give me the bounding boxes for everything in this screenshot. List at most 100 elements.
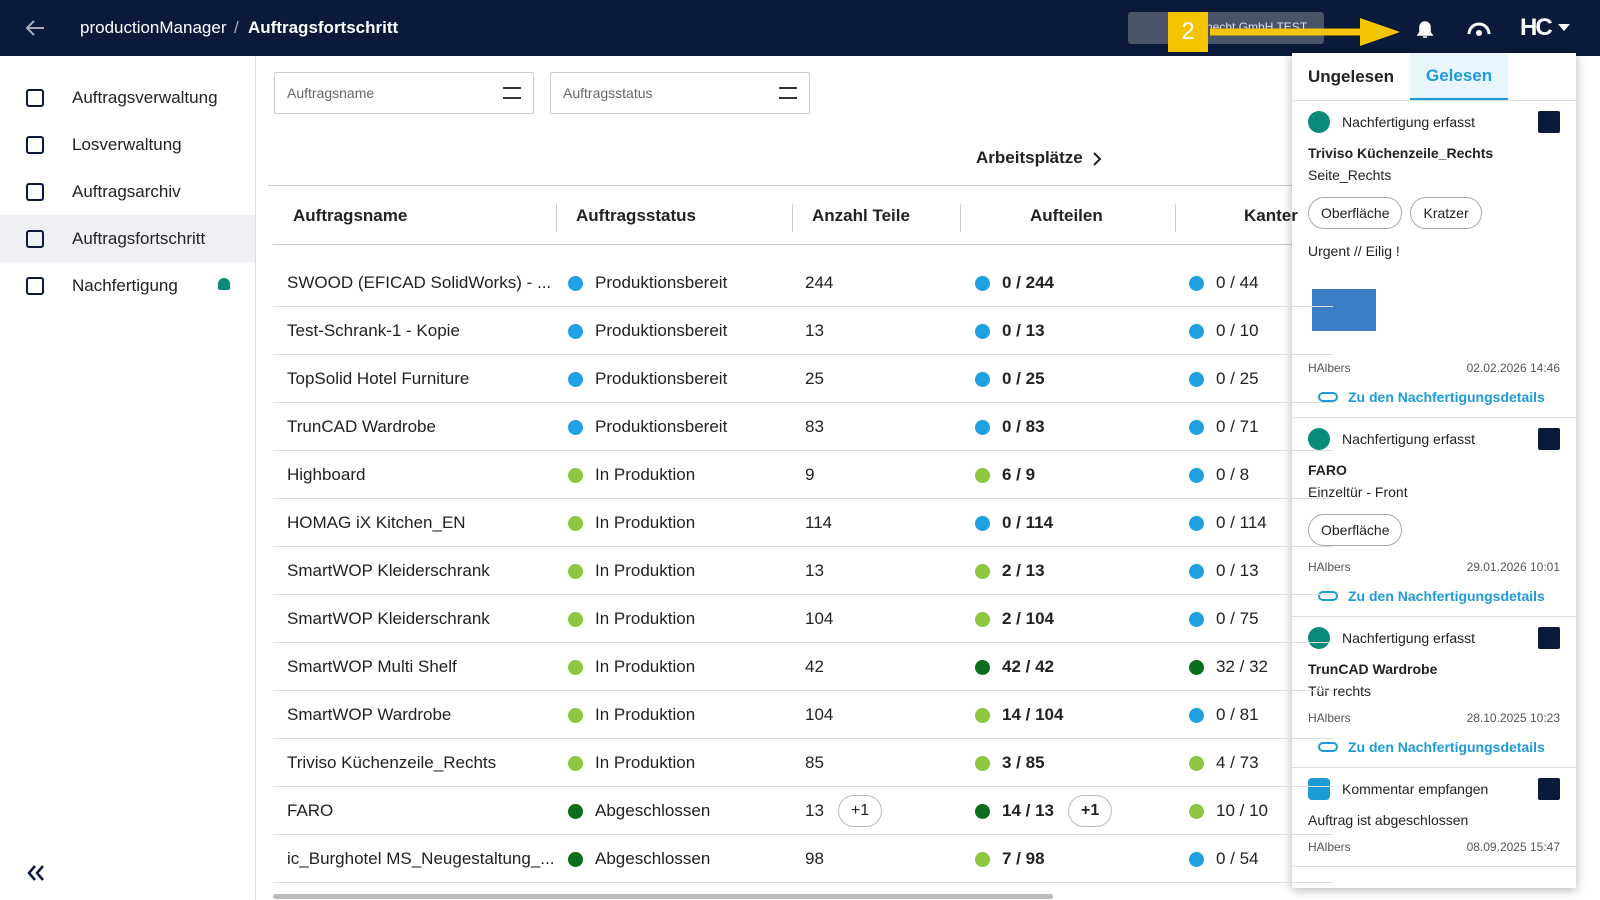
table-row[interactable]: SWOOD (EFICAD SolidWorks) - ...Produktio… xyxy=(273,259,1333,307)
breadcrumb-app[interactable]: productionManager xyxy=(80,18,226,38)
table-row[interactable]: SmartWOP KleiderschrankIn Produktion132 … xyxy=(273,547,1333,595)
sidebar-item[interactable]: Auftragsverwaltung xyxy=(0,74,255,121)
back-button[interactable] xyxy=(24,18,46,38)
cell-text: 0 / 10 xyxy=(1216,321,1259,341)
status-cell: 10 / 10 xyxy=(1189,787,1268,835)
table-row[interactable]: TrunCAD WardrobeProduktionsbereit830 / 8… xyxy=(273,403,1333,451)
table-row[interactable]: TopSolid Hotel FurnitureProduktionsberei… xyxy=(273,355,1333,403)
table-row[interactable]: FAROAbgeschlossen13+114 / 13+110 / 10 xyxy=(273,787,1333,835)
user-logo[interactable]: HC xyxy=(1520,14,1551,42)
cell-text: In Produktion xyxy=(595,657,695,677)
cell-text: In Produktion xyxy=(595,465,695,485)
status-dot xyxy=(1189,468,1204,483)
table-row[interactable]: ic_Burghotel MS_Neugestaltung_...Abgesch… xyxy=(273,835,1333,883)
table-row[interactable]: HOMAG iX Kitchen_ENIn Produktion1140 / 1… xyxy=(273,499,1333,547)
status-cell: 13 xyxy=(805,547,824,595)
cell-text: Produktionsbereit xyxy=(595,273,727,293)
column-divider xyxy=(1175,204,1176,232)
status-dot xyxy=(975,516,990,531)
status-cell: Produktionsbereit xyxy=(568,355,727,403)
tab[interactable]: Gelesen xyxy=(1410,53,1508,100)
sidebar-item[interactable]: Nachfertigung xyxy=(0,262,255,309)
cell-text: 0 / 25 xyxy=(1216,369,1259,389)
status-cell: 0 / 25 xyxy=(1189,355,1259,403)
order-name: TrunCAD Wardrobe xyxy=(287,403,436,451)
tab[interactable]: Ungelesen xyxy=(1292,53,1410,100)
notification-title: FARO xyxy=(1308,462,1560,478)
column-header[interactable]: Auftragsstatus xyxy=(576,188,696,244)
sidebar-item[interactable]: Auftragsarchiv xyxy=(0,168,255,215)
cell-text: 3 / 85 xyxy=(1002,753,1045,773)
extra-pill[interactable]: +1 xyxy=(838,795,882,827)
status-dot xyxy=(568,468,583,483)
column-divider xyxy=(960,204,961,232)
cell-text: In Produktion xyxy=(595,609,695,629)
status-cell: In Produktion xyxy=(568,691,695,739)
column-header[interactable]: Anzahl Teile xyxy=(812,188,910,244)
details-link[interactable]: Zu den Nachfertigungsdetails xyxy=(1308,739,1560,755)
status-cell: Produktionsbereit xyxy=(568,307,727,355)
table-row[interactable]: SmartWOP WardrobeIn Produktion10414 / 10… xyxy=(273,691,1333,739)
date: 02.02.2026 14:46 xyxy=(1467,361,1560,375)
notification-subtitle: Einzeltür - Front xyxy=(1308,484,1560,500)
status-cell: 98 xyxy=(805,835,824,883)
document-icon[interactable] xyxy=(1538,627,1560,649)
status-cell: 0 / 114 xyxy=(975,499,1053,547)
status-dot xyxy=(568,324,583,339)
group-header[interactable]: Arbeitsplätze xyxy=(976,148,1083,168)
cell-text: In Produktion xyxy=(595,561,695,581)
status-dot xyxy=(568,564,583,579)
support-button[interactable] xyxy=(1466,18,1492,40)
cell-text: 0 / 25 xyxy=(1002,369,1045,389)
notification-title: TrunCAD Wardrobe xyxy=(1308,661,1560,677)
status-cell: 0 / 54 xyxy=(1189,835,1259,883)
step-badge: 2 xyxy=(1168,12,1208,52)
notification-note: Urgent // Eilig ! xyxy=(1308,243,1560,259)
status-dot xyxy=(568,276,583,291)
column-header[interactable]: Auftragsname xyxy=(293,188,407,244)
collapse-button[interactable] xyxy=(26,864,46,882)
status-dot xyxy=(1189,420,1204,435)
top-bar: productionManager / Auftragsfortschritt … xyxy=(0,0,1600,56)
notification: Nachfertigung erfasstFAROEinzeltür - Fro… xyxy=(1292,418,1576,617)
cell-text: In Produktion xyxy=(595,705,695,725)
table-row[interactable]: SmartWOP Multi ShelfIn Produktion4242 / … xyxy=(273,643,1333,691)
table-row[interactable]: HighboardIn Produktion96 / 90 / 8 xyxy=(273,451,1333,499)
status-dot xyxy=(975,756,990,771)
header-rule xyxy=(273,244,1333,245)
status-cell: 6 / 9 xyxy=(975,451,1035,499)
sidebar-item[interactable]: Auftragsfortschritt xyxy=(0,215,255,262)
status-cell: 7 / 98 xyxy=(975,835,1045,883)
filter-input[interactable]: Auftragsstatus xyxy=(550,72,810,114)
document-icon[interactable] xyxy=(1538,111,1560,133)
filter-input[interactable]: Auftragsname xyxy=(274,72,534,114)
column-header[interactable]: Kanter xyxy=(1244,188,1298,244)
table-row[interactable]: SmartWOP KleiderschrankIn Produktion1042… xyxy=(273,595,1333,643)
cell-text: 14 / 104 xyxy=(1002,705,1063,725)
document-icon[interactable] xyxy=(1538,428,1560,450)
notification-type-row: Kommentar empfangen xyxy=(1308,778,1560,800)
user-dropdown[interactable] xyxy=(1558,24,1570,32)
table-row[interactable]: Triviso Küchenzeile_RechtsIn Produktion8… xyxy=(273,739,1333,787)
sidebar-item[interactable]: Losverwaltung xyxy=(0,121,255,168)
notification-panel: UngelesenGelesenNachfertigung erfasstTri… xyxy=(1292,53,1576,888)
column-header[interactable]: Aufteilen xyxy=(1030,188,1103,244)
status-dot xyxy=(1189,660,1204,675)
status-cell: 0 / 13 xyxy=(975,307,1045,355)
details-link[interactable]: Zu den Nachfertigungsdetails xyxy=(1308,588,1560,604)
status-dot xyxy=(568,420,583,435)
extra-pill[interactable]: +1 xyxy=(1068,795,1112,827)
sidebar: AuftragsverwaltungLosverwaltungAuftragsa… xyxy=(0,56,256,900)
chip: Kratzer xyxy=(1410,197,1481,229)
status-cell: 13 xyxy=(805,307,824,355)
status-dot xyxy=(1189,756,1204,771)
bell-button[interactable] xyxy=(1414,18,1436,40)
status-dot xyxy=(975,324,990,339)
status-dot xyxy=(568,756,583,771)
status-dot xyxy=(568,612,583,627)
document-icon[interactable] xyxy=(1538,778,1560,800)
details-link[interactable]: Zu den Nachfertigungsdetails xyxy=(1308,389,1560,405)
table-row[interactable]: Test-Schrank-1 - KopieProduktionsbereit1… xyxy=(273,307,1333,355)
group-chevron[interactable] xyxy=(1092,152,1102,166)
status-dot xyxy=(568,852,583,867)
